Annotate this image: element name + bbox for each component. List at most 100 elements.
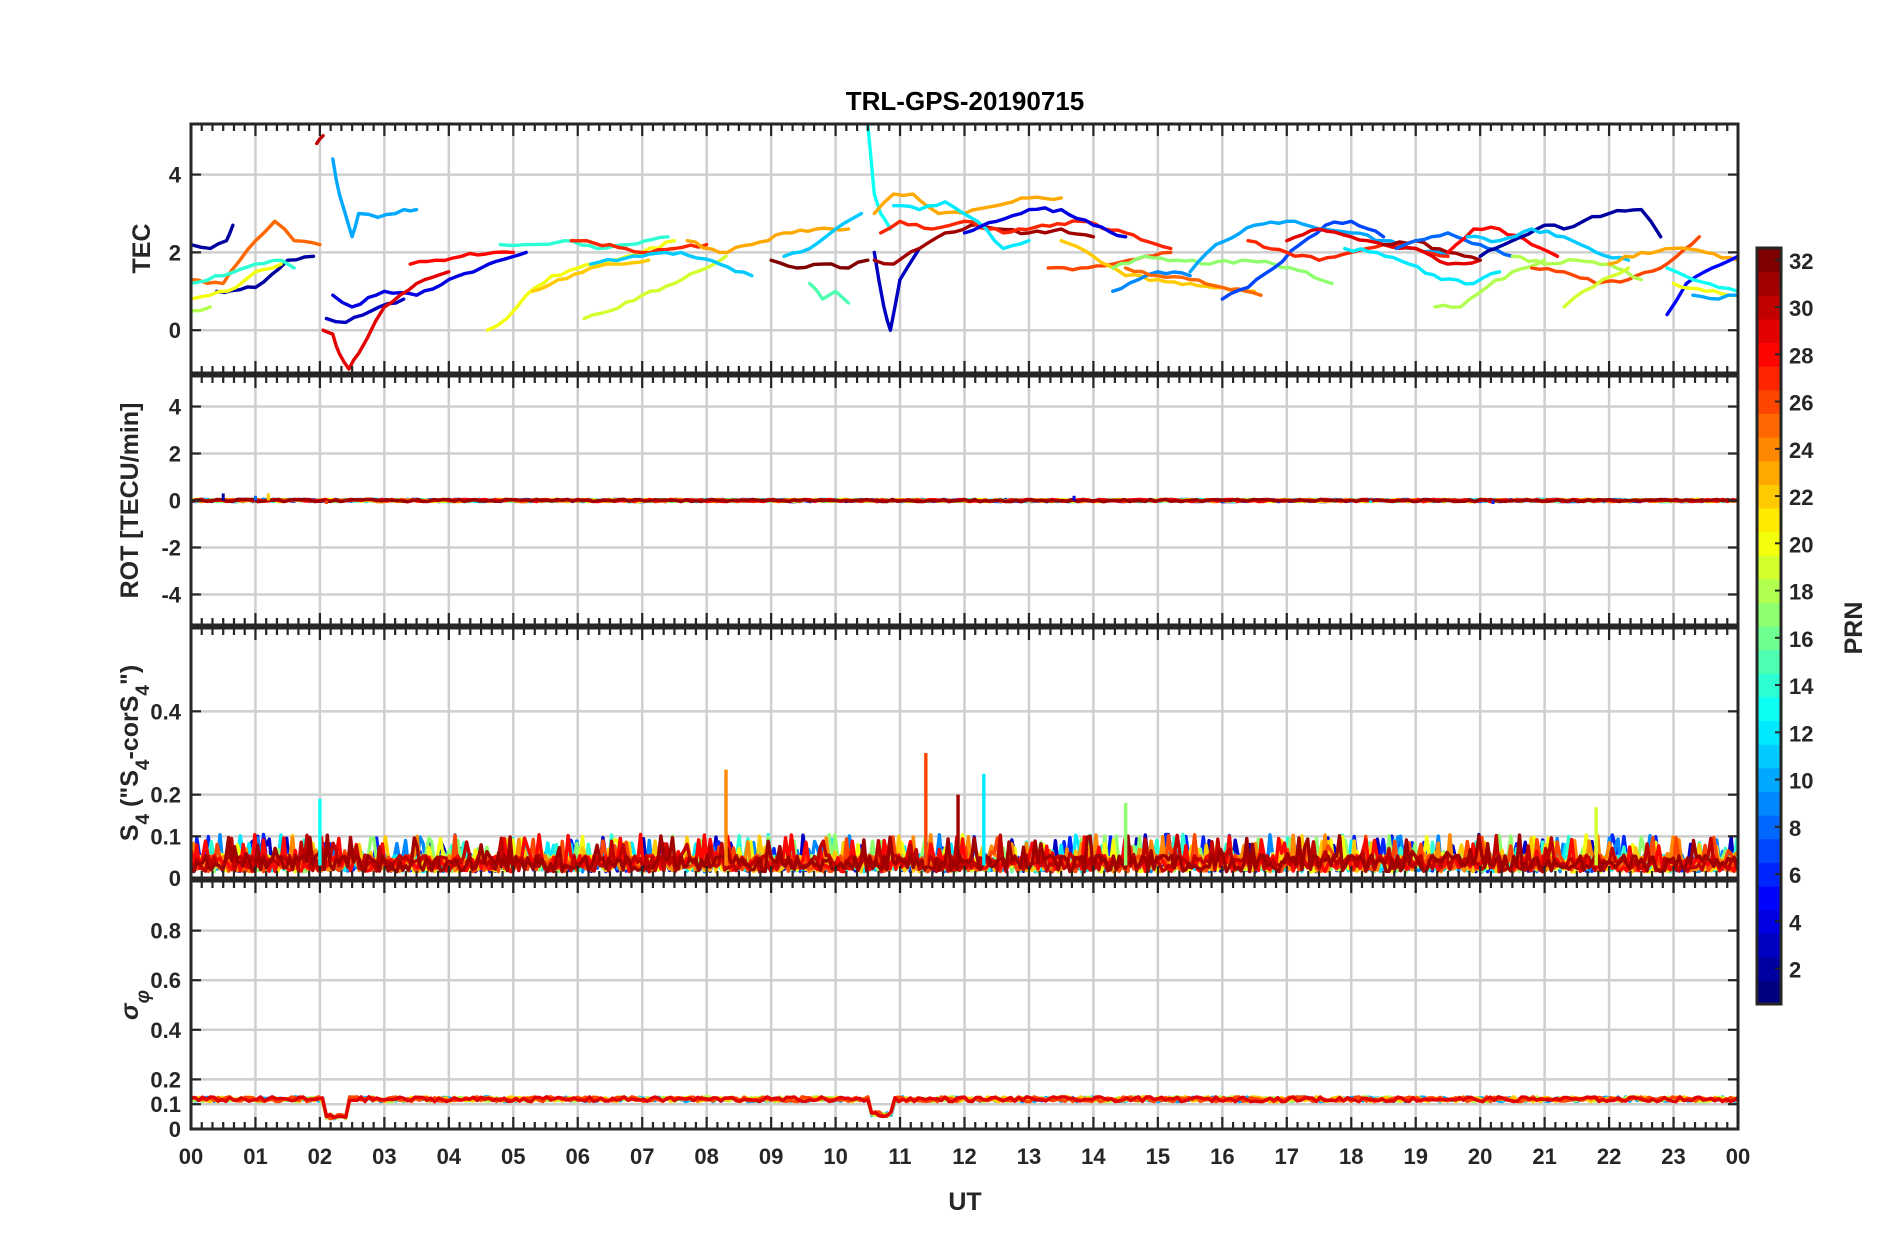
panel-rot-ticks (189, 376, 1740, 625)
colorbar-tick-label: 28 (1789, 343, 1813, 368)
colorbar-segment (1757, 838, 1781, 863)
tec-series-prn-17 (1111, 254, 1334, 286)
panel-tec-y-label: TEC (128, 224, 156, 274)
tec-series-prn-18 (1510, 254, 1643, 282)
panel-s4-y-tick-label: 0.1 (150, 824, 181, 849)
x-tick-label: 02 (308, 1144, 332, 1169)
tec-series-prn-5 (1665, 254, 1738, 317)
panel-rot-y-label: ROT [TECU/min] (116, 403, 144, 599)
x-tick-label: 07 (630, 1144, 654, 1169)
panel-sigma_phi: 00.10.2 0.4 0.6 0.8 σφ (116, 879, 1740, 1142)
x-tick-label: 06 (566, 1144, 590, 1169)
tec-series-prn-31 (1381, 239, 1482, 262)
colorbar-segment (1757, 649, 1781, 674)
panel-tec-ticks (189, 124, 1740, 373)
x-tick-label: 08 (694, 1144, 718, 1169)
tec-series-prn-14 (498, 235, 670, 251)
tec-series-prn-13 (1665, 266, 1738, 293)
panel-rot-y-tick-label: 0 (169, 489, 181, 514)
x-tick-label: 15 (1146, 1144, 1170, 1169)
x-tick-label: 20 (1468, 1144, 1492, 1169)
tec-series-prn-23 (872, 192, 1063, 216)
tec-series-prn-28 (408, 250, 515, 266)
rot-series-prn-31 (191, 497, 1738, 504)
colorbar-tick-label: 30 (1789, 296, 1813, 321)
panel-tec-data (191, 124, 1738, 371)
tec-series-prn-18 (191, 305, 212, 313)
panel-tec-y-tick-label: 2 (169, 240, 181, 265)
panel-rot-data (191, 493, 1738, 505)
panel-sigma_phi-ticks (189, 881, 1740, 1129)
colorbar-segment (1757, 555, 1781, 580)
colorbar-tick-label: 32 (1789, 249, 1813, 274)
colorbar-segment (1757, 885, 1781, 911)
panel-tec-grid (191, 124, 1738, 373)
tec-series-prn-26 (1530, 235, 1701, 286)
x-tick-label: 11 (888, 1144, 911, 1169)
colorbar-tick-label: 2 (1789, 958, 1801, 983)
panel-s4-y-label: S4 ("S4-corS4") (116, 665, 154, 841)
x-tick-label: 00 (179, 1144, 203, 1169)
tec-series-prn-32 (769, 258, 870, 270)
colorbar-tick-label: 4 (1789, 910, 1802, 935)
s4-series-prn-31 (191, 833, 1738, 874)
panel-s4-y-tick-label: 0 (169, 866, 181, 891)
x-tick-label: 01 (243, 1144, 267, 1169)
tec-series-prn-22 (530, 258, 651, 293)
colorbar-segment (1757, 791, 1781, 816)
x-tick-label: 14 (1081, 1144, 1106, 1169)
tec-series-prn-31 (872, 222, 1096, 266)
sigma-series-prn-29 (191, 1095, 1738, 1120)
colorbar-label: PRN (1840, 602, 1868, 655)
colorbar-segment (1757, 366, 1781, 391)
colorbar-segment (1757, 696, 1781, 722)
tec-series-prn-13 (866, 124, 893, 231)
panel-rot-y-tick-label: -2 (161, 535, 181, 560)
colorbar-segment (1757, 980, 1781, 1005)
tec-series-prn-18 (1433, 258, 1547, 309)
colorbar-tick-label: 18 (1789, 580, 1813, 605)
panel-sigma_phi-y-tick-label: 0.4 (150, 1018, 181, 1043)
x-tick-label: 04 (437, 1144, 462, 1169)
tec-series-prn-2 (1478, 207, 1663, 258)
panel-rot: -4 -2 0 2 4 ROT [TECU/min] (116, 374, 1740, 627)
x-tick-label: 13 (1017, 1144, 1041, 1169)
colorbar-segment (1757, 460, 1781, 485)
x-tick-label: 21 (1532, 1144, 1556, 1169)
tec-series-prn-19 (1562, 266, 1631, 309)
colorbar-segment (1757, 271, 1781, 296)
tec-series-prn-19 (582, 254, 728, 321)
colorbar-tick-label: 16 (1789, 627, 1813, 652)
x-tick-labels: 00 01 02 03 04 05 06 07 08 09 10 11 12 13 14 15 16 17 18 19… (179, 1144, 1750, 1169)
x-axis-label: UT (948, 1188, 981, 1216)
panel-sigma_phi-y-label: σφ (116, 990, 154, 1020)
x-tick-label: 10 (823, 1144, 847, 1169)
panel-sigma_phi-y-tick-label: 0.1 (150, 1092, 181, 1117)
colorbar-tick-label: 20 (1789, 532, 1813, 557)
tec-series-prn-30 (315, 134, 325, 146)
panel-sigma_phi-y-tick-label: 0.2 (150, 1067, 181, 1092)
panel-sigma_phi-y-tick-label: 0 (169, 1117, 181, 1142)
colorbar-segment (1757, 933, 1781, 958)
tec-series-prn-25 (191, 219, 322, 286)
colorbar-tick-label: 10 (1789, 769, 1813, 794)
tec-series-prn-14 (191, 258, 296, 286)
tec-series-prn-4 (962, 206, 1128, 239)
x-tick-label: 16 (1210, 1144, 1234, 1169)
colorbar-segment (1757, 744, 1781, 769)
panel-rot-y-tick-label: 2 (169, 442, 181, 467)
chart-title: TRL-GPS-20190715 (846, 86, 1084, 116)
panel-s4-y-tick-label: 0.4 (150, 699, 181, 724)
colorbar-frame (1755, 246, 1783, 1006)
x-tick-label: 12 (952, 1144, 976, 1169)
panel-tec-y-tick-label: 0 (169, 318, 181, 343)
panel-sigma_phi-data (191, 1095, 1738, 1121)
colorbar-tick-label: 8 (1789, 816, 1801, 841)
tec-series-prn-10 (331, 157, 419, 239)
colorbar-segment (1757, 507, 1781, 533)
panel-sigma_phi-y-tick-label: 0.6 (150, 968, 181, 993)
panel-rot-y-tick-label: -4 (161, 582, 181, 607)
tec-series-prn-10 (1691, 293, 1738, 301)
